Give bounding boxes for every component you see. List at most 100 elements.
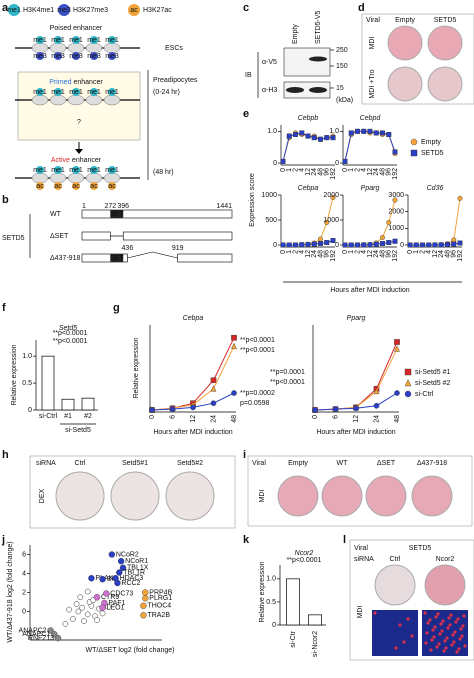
frame [361,13,474,105]
mark-icon [8,4,20,16]
well [427,66,463,102]
lane-label: Empty [288,460,308,467]
panel-letter: f [2,302,6,314]
lane-label: Ctrl [390,556,401,563]
series-line [314,341,398,411]
lane-label: WT [337,460,349,467]
point [99,604,106,611]
word: Active [51,157,70,164]
marker [394,339,400,345]
marker [392,238,398,244]
point [140,612,147,619]
nucleosome [85,172,103,184]
x-tick-label: 24 [373,168,380,176]
x-axis-label: Hours after MDI induction [153,429,232,436]
marker [231,334,237,341]
lipid-droplet [429,648,433,652]
y-tick-label: 1.0 [329,128,339,135]
frame [349,539,474,661]
y-axis-label: Relative expression [133,337,140,398]
marker [305,241,311,247]
point [81,618,87,624]
mark-icon-label: me1 [51,89,65,96]
mark-icon-label: me1 [69,167,83,174]
lipid-droplet [373,611,377,615]
mark-icon-label: me1 [69,37,83,44]
lipid-droplet [432,635,436,639]
y-axis-label: WT/Δ437-918 log2 (fold change) [7,541,14,642]
well [55,471,105,521]
x-tick-label: 4 [299,250,306,254]
point [142,595,149,602]
lipid-droplet [457,647,461,651]
mark-icon [128,4,140,16]
lipid-droplet [449,613,453,617]
marker [299,130,305,136]
marker [311,135,317,141]
x-tick-label: 12 [367,250,374,258]
panel-letter: k [243,534,250,546]
x-tick-label: 192 [330,168,337,180]
mark-icon-label: me1 [105,167,119,174]
point [88,575,95,582]
lipid-droplet [438,632,442,636]
mark-icon [90,166,98,174]
nucleosome [31,42,49,54]
arrow-head [75,149,83,154]
x-tick-label: 12 [432,250,439,258]
x-tick-label: 1 [348,168,355,172]
protein-bar [81,209,233,219]
x-tick-label: 12 [367,168,374,176]
y-tick-label: 1.0 [266,576,276,583]
y-tick-label: 0 [273,242,277,249]
point [116,569,123,576]
point-label: PAF1 [108,600,125,607]
point-label: LEO1 [107,605,125,612]
antibody: α-H3 [262,87,277,94]
point [99,576,106,583]
y-tick-label: 0 [273,160,277,167]
marker [286,133,292,139]
mark-icon [36,36,44,44]
question: ? [77,119,81,126]
lipid-droplet [442,649,446,653]
lipid-droplet [448,623,452,627]
point-label: CDC73 [110,590,133,597]
x-tick-label: 12 [305,250,312,258]
x-tick-label: 2 [292,168,299,172]
point-label: NCoR1 [125,558,148,565]
legend-label: H3K4me1 [23,7,54,14]
mark-icon-label: me1 [87,37,101,44]
nucleosome [85,94,103,106]
point [79,604,85,611]
mark-icon [108,36,116,44]
marker [420,242,426,248]
y-tick-label: 0 [28,407,32,414]
marker [312,407,318,413]
marker [386,131,392,137]
row-label: MDI +Tro [369,69,376,98]
marker [210,377,217,384]
band [286,87,304,93]
mark-icon-label: me1 [87,89,101,96]
deletion [127,251,178,259]
lipid-droplet [435,645,439,649]
lane-label: Setd5#2 [177,460,203,467]
mark-icon [108,166,116,174]
x-tick-label: 192 [392,250,399,262]
annotation: **p<0.0001 [240,347,275,354]
x-tick-label: 4 [361,250,368,254]
lipid-droplet [451,633,455,637]
row-label: MDI [369,37,376,50]
x-tick-label: 48 [379,168,386,176]
point-label: NCoR2 [116,551,139,558]
y-tick-label: 0 [22,608,26,615]
annotation: **p=0.0001 [270,369,305,376]
mark-icon-label: ac [90,183,98,190]
y-axis-label: Expression score [249,173,256,227]
position: 272 [104,203,116,210]
mark-icon-label: me1 [87,167,101,174]
chart-title: Cebpb [298,115,319,122]
panel-letter: d [358,2,365,14]
panel-letter: h [2,449,9,461]
